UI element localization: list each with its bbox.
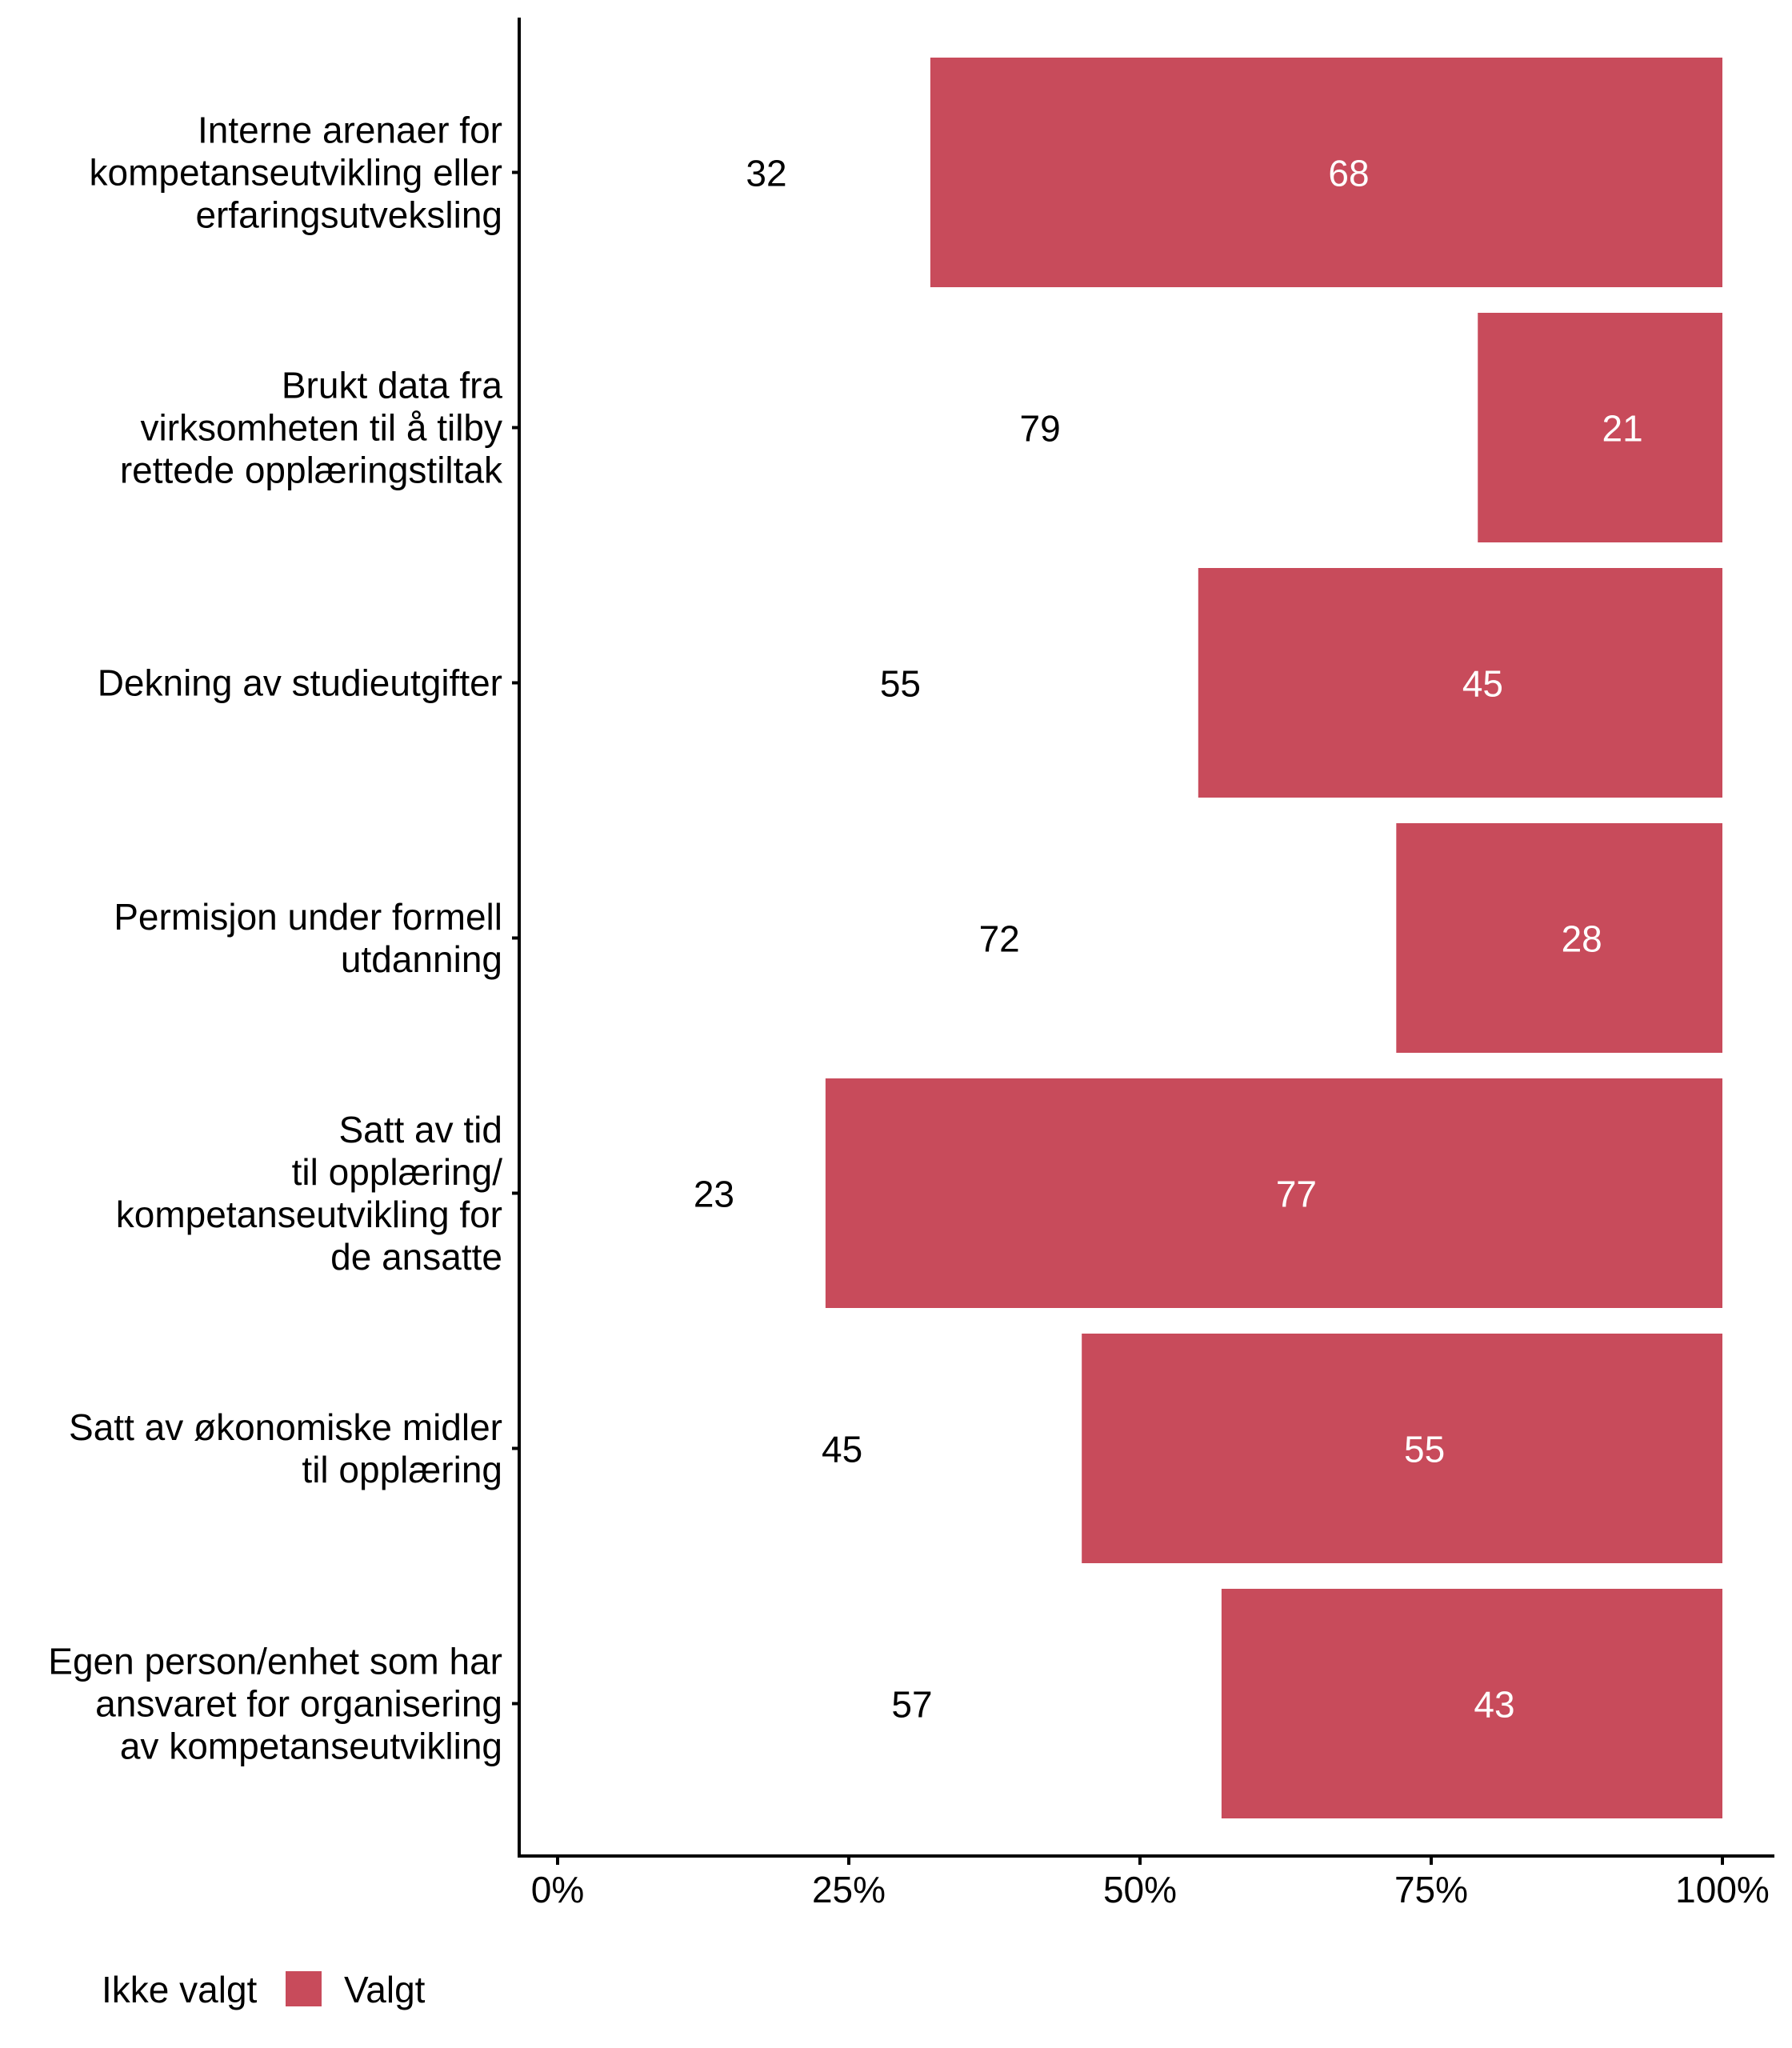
- value-label-ikke-valgt-1: 79: [1020, 408, 1061, 450]
- category-labels-layer: Interne arenaer for kompetanseutvikling e…: [48, 110, 503, 1767]
- category-label-3: Permisjon under formell utdanning: [114, 896, 502, 980]
- category-label-line: Interne arenaer for: [198, 110, 502, 151]
- bars-layer: [825, 58, 1722, 1818]
- bar-valgt-0: [930, 58, 1722, 287]
- value-label-valgt-1: 21: [1602, 408, 1643, 450]
- category-label-line: Satt av økonomiske midler: [69, 1406, 502, 1448]
- category-label-line: Dekning av studieutgifter: [98, 662, 502, 704]
- value-label-valgt-0: 68: [1328, 153, 1369, 194]
- category-label-line: rettede opplæringstiltak: [120, 450, 503, 491]
- category-label-line: de ansatte: [330, 1236, 502, 1278]
- bar-valgt-5: [1082, 1334, 1722, 1563]
- legend-swatch-valgt: [286, 1971, 322, 2006]
- category-label-line: kompetanseutvikling for: [116, 1194, 502, 1235]
- legend-label-valgt: Valgt: [344, 1969, 426, 2010]
- category-label-line: til opplæring/: [292, 1151, 503, 1193]
- category-label-2: Dekning av studieutgifter: [98, 662, 502, 704]
- category-label-line: Egen person/enhet som har: [48, 1641, 502, 1682]
- category-label-6: Egen person/enhet som har ansvaret for or…: [48, 1641, 502, 1767]
- bar-valgt-2: [1198, 568, 1722, 798]
- category-label-1: Brukt data fra virksomheten til å tilby re…: [120, 365, 503, 491]
- value-label-valgt-6: 43: [1474, 1684, 1514, 1726]
- category-label-4: Satt av tid til opplæring/kompetanseutvik…: [116, 1109, 502, 1278]
- legend: Ikke valgt Valgt: [102, 1969, 426, 2010]
- x-tick-label-3: 75%: [1394, 1869, 1468, 1910]
- legend-label-ikke-valgt: Ikke valgt: [102, 1969, 258, 2010]
- value-label-ikke-valgt-6: 57: [891, 1684, 932, 1726]
- value-label-valgt-4: 77: [1276, 1174, 1317, 1215]
- category-label-line: Satt av tid: [338, 1109, 502, 1150]
- category-label-line: kompetanseutvikling eller: [90, 152, 503, 194]
- category-label-line: ansvaret for organisering: [95, 1683, 502, 1725]
- category-label-line: utdanning: [341, 938, 502, 980]
- value-label-valgt-3: 28: [1562, 918, 1602, 960]
- value-label-ikke-valgt-5: 45: [822, 1429, 862, 1470]
- value-label-ikke-valgt-4: 23: [694, 1174, 734, 1215]
- bar-valgt-3: [1396, 823, 1722, 1053]
- category-label-0: Interne arenaer for kompetanseutvikling e…: [90, 110, 503, 236]
- value-label-ikke-valgt-0: 32: [746, 153, 786, 194]
- category-label-line: virksomheten til å tilby: [141, 407, 503, 449]
- x-tick-label-4: 100%: [1675, 1869, 1770, 1910]
- x-tick-label-0: 0%: [531, 1869, 584, 1910]
- x-tick-label-2: 50%: [1103, 1869, 1177, 1910]
- bar-valgt-4: [825, 1078, 1722, 1308]
- x-ticks-layer: 0% 25% 50% 75% 100%: [531, 1856, 1770, 1910]
- value-label-ikke-valgt-3: 72: [979, 918, 1020, 960]
- category-label-line: Brukt data fra: [282, 365, 503, 406]
- value-label-ikke-valgt-2: 55: [880, 663, 921, 705]
- bar-valgt-6: [1221, 1589, 1722, 1818]
- category-label-line: Permisjon under formell: [114, 896, 502, 938]
- category-label-line: av kompetanseutvikling: [120, 1726, 502, 1767]
- x-tick-label-1: 25%: [812, 1869, 886, 1910]
- category-label-line: erfaringsutveksling: [195, 194, 502, 236]
- axes-layer: [512, 18, 1774, 1858]
- value-labels-layer: 32 68 79 21 55 45 72 28 23 77 45 55 57 43: [694, 153, 1643, 1726]
- category-label-5: Satt av økonomiske midler til opplæring: [69, 1406, 502, 1490]
- category-label-line: til opplæring: [302, 1449, 502, 1490]
- bar-valgt-1: [1478, 313, 1722, 542]
- value-label-valgt-5: 55: [1404, 1429, 1445, 1470]
- value-label-valgt-2: 45: [1462, 663, 1503, 705]
